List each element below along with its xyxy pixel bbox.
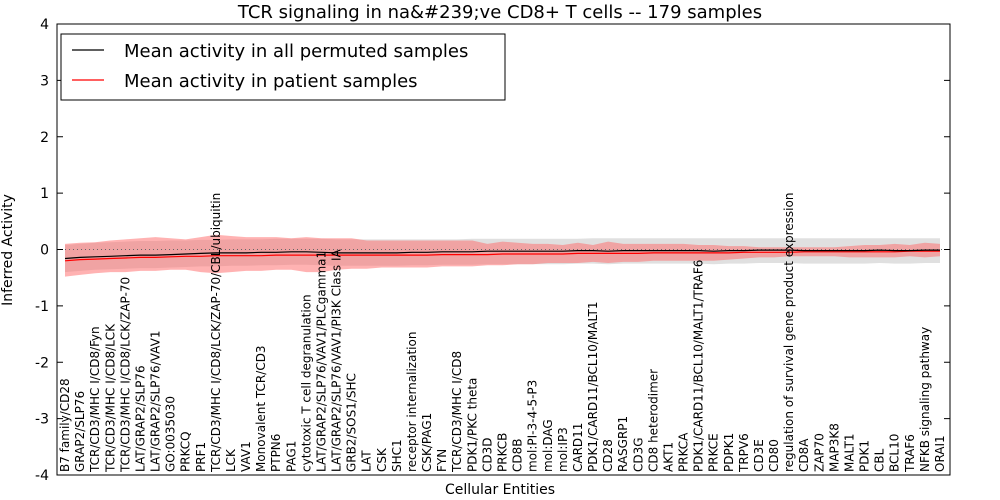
plot-frame: [56, 23, 951, 476]
category-label: ZAP70: [812, 433, 826, 472]
category-label: MALT1: [842, 433, 856, 472]
category-label: AKT1: [661, 442, 675, 472]
category-label: RASGRP1: [616, 416, 630, 472]
y-axis-ticks: -4 -3 -2 -1 0 1 2 3 4: [35, 17, 950, 484]
y-tick-label: 3: [40, 73, 49, 89]
category-label: PDK1/CARD11/BCL10/MALT1/TRAF6: [692, 260, 706, 472]
category-label: PRKCA: [677, 432, 691, 472]
category-label: B7 family/CD28: [58, 378, 72, 472]
category-label: PRKCE: [707, 433, 721, 472]
category-label: mol:DAG: [541, 419, 555, 472]
category-label: mol:PI-3-4-5-P3: [526, 380, 540, 472]
series-lines: [64, 249, 940, 262]
category-label: PRF1: [194, 442, 208, 472]
category-label: BCL10: [888, 434, 902, 472]
category-label: SHC1: [390, 439, 404, 472]
y-tick-label: -4: [35, 468, 49, 484]
chart-title: TCR signaling in na&#239;ve CD8+ T cells…: [237, 2, 762, 23]
category-label: TRPV6: [737, 433, 751, 473]
confidence-band-1: [65, 234, 940, 277]
category-label: NFKB signaling pathway: [918, 327, 932, 472]
category-label: mol:IP3: [556, 427, 570, 472]
category-label: Monovalent TCR/CD3: [254, 345, 268, 472]
category-label: TCR/CD3/MHC I/CD8/LCK: [103, 323, 117, 473]
category-label: GO:0035030: [164, 396, 178, 472]
category-label: CD80: [767, 439, 781, 472]
x-axis-label: Cellular Entities: [445, 482, 555, 498]
category-label: PDPK1: [722, 433, 736, 472]
y-tick-label: -3: [35, 412, 49, 428]
category-label: PAG1: [284, 441, 298, 472]
category-label: TRAF6: [903, 434, 917, 473]
category-label: TCR/CD3/MHC I/CD8/Fyn: [88, 326, 102, 473]
category-label: GRB2/SOS1/SHC: [345, 373, 359, 472]
y-tick-label: -1: [35, 299, 49, 315]
legend: Mean activity in all permuted samples Me…: [60, 33, 506, 101]
category-label: TCR/CD3/MHC I/CD8/LCK/ZAP-70: [118, 277, 132, 473]
y-tick-label: 4: [40, 17, 49, 33]
legend-label-patient: Mean activity in patient samples: [124, 71, 418, 92]
category-label: LAT/GRAP2/SLP76: [133, 365, 147, 472]
legend-label-permuted: Mean activity in all permuted samples: [124, 41, 468, 62]
category-label: LAT/GRAP2/SLP76/VAV1/PI3K Class IA: [330, 248, 344, 472]
series-line-1: [64, 250, 940, 262]
y-axis-label: Inferred Activity: [0, 194, 16, 306]
category-label: PTPN6: [269, 434, 283, 472]
category-label: CD8A: [797, 438, 811, 472]
category-label: CD3D: [480, 437, 494, 472]
category-label: PDK1: [858, 440, 872, 472]
category-label: CSK: [375, 447, 389, 472]
y-tick-label: 1: [40, 186, 49, 202]
y-tick-label: 0: [40, 243, 49, 259]
category-label: cytotoxic T cell degranulation: [299, 294, 313, 472]
legend-box: [60, 33, 506, 101]
category-label: LAT/GRAP2/SLP76/VAV1: [149, 331, 163, 472]
category-label: CD28: [601, 439, 615, 472]
category-label: LAT/GRAP2/SLP76/VAV1/PLCgamma1: [314, 251, 328, 472]
category-label: regulation of survival gene product expr…: [782, 193, 796, 472]
series-line-0: [64, 249, 940, 260]
category-label: CD3G: [631, 437, 645, 472]
confidence-bands: [65, 234, 940, 277]
category-label: PDK1/CARD11/BCL10/MALT1: [586, 302, 600, 472]
category-label: CD3E: [752, 439, 766, 472]
category-label: PRKCQ: [179, 431, 193, 472]
category-label: TCR/CD3/MHC I/CD8: [450, 351, 464, 473]
category-label: LCK: [224, 448, 238, 472]
category-label: CBL: [873, 448, 887, 472]
category-label: CD8 heterodimer: [646, 369, 660, 472]
category-label: GRAP2/SLP76: [73, 391, 87, 472]
y-tick-label: 2: [40, 130, 49, 146]
category-label: VAV1: [239, 441, 253, 472]
category-label: CD8B: [511, 439, 525, 473]
category-label: CSK/PAG1: [420, 413, 434, 472]
category-label: receptor internalization: [405, 332, 419, 472]
y-tick-label: -2: [35, 355, 49, 371]
category-label: TCR/CD3/MHC I/CD8/LCK/ZAP-70/CBL/ubiquit…: [209, 193, 223, 473]
category-label: CARD11: [571, 423, 585, 472]
category-labels: B7 family/CD28 GRAP2/SLP76 TCR/CD3/MHC I/C…: [58, 193, 947, 473]
category-label: LAT: [360, 450, 374, 472]
category-label: ORAI1: [933, 435, 947, 472]
category-label: FYN: [435, 449, 449, 472]
category-label: PRKCB: [496, 433, 510, 472]
category-label: MAP3K8: [827, 423, 841, 472]
category-label: PDK1/PKC theta: [465, 378, 479, 472]
